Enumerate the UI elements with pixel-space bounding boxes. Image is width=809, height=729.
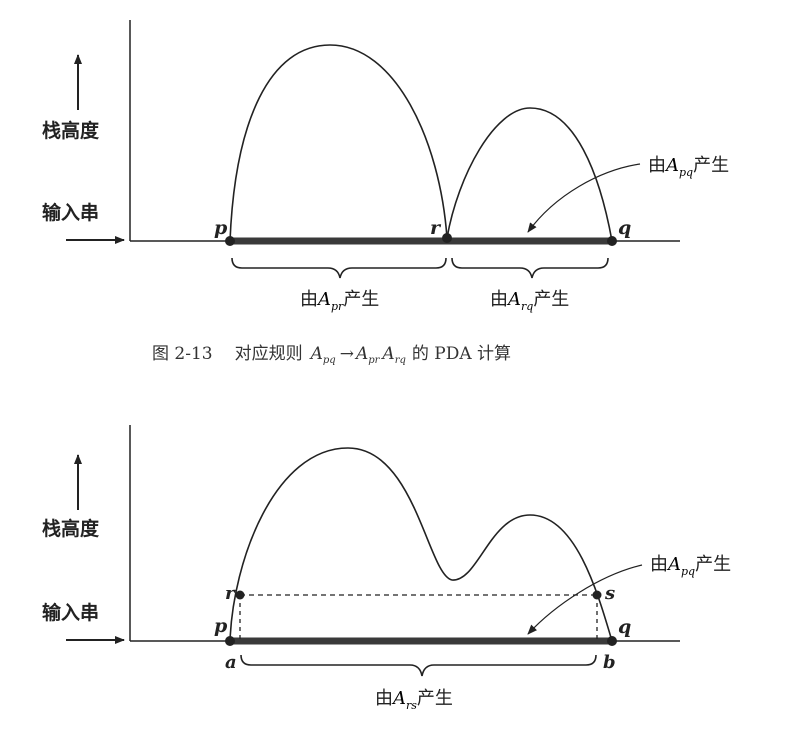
brace-right-label: 由Arq产生 xyxy=(490,289,569,313)
brace-left-label: 由Apr产生 xyxy=(300,289,379,313)
brace-label: 由Ars产生 xyxy=(375,688,453,712)
x-axis-label: 输入串 xyxy=(42,201,99,224)
y-axis-label: 栈高度 xyxy=(42,119,100,142)
stack-curve-left xyxy=(229,44,448,242)
point-r xyxy=(442,233,452,243)
annotation-apq: 由Apq产生 xyxy=(650,554,731,578)
y-axis-label: 栈高度 xyxy=(42,517,100,540)
figure-2: 栈高度 输入串 r s p q a b 由Apq产生 由Ars产生 xyxy=(42,425,731,712)
annotation-arrow xyxy=(527,163,641,233)
label-b: b xyxy=(603,652,616,673)
label-q: q xyxy=(618,616,631,638)
label-r: r xyxy=(225,583,236,604)
annotation-arrow xyxy=(527,564,643,635)
x-axis-label: 输入串 xyxy=(42,601,99,624)
point-r xyxy=(235,590,245,600)
point-p xyxy=(225,636,235,646)
brace xyxy=(240,654,597,677)
label-s: s xyxy=(604,583,615,604)
brace-left xyxy=(231,257,447,279)
label-p: p xyxy=(214,615,228,637)
point-p xyxy=(225,236,235,246)
label-a: a xyxy=(225,652,237,673)
point-q xyxy=(607,636,617,646)
label-q: q xyxy=(618,217,631,239)
brace-right xyxy=(451,257,609,279)
figure-1-caption: 图 2-13 对应规则 Apq → Apr Arq 的 PDA 计算 xyxy=(152,344,511,366)
figure-1: 栈高度 输入串 p r q 由Apq产生 由Apr产生 由Arq产生 xyxy=(42,20,729,366)
label-r: r xyxy=(430,217,442,239)
point-q xyxy=(607,236,617,246)
label-p: p xyxy=(214,217,228,239)
stack-curve xyxy=(229,447,613,642)
point-s xyxy=(592,590,602,600)
stack-curve-right xyxy=(446,107,613,242)
annotation-apq: 由Apq产生 xyxy=(648,155,729,179)
